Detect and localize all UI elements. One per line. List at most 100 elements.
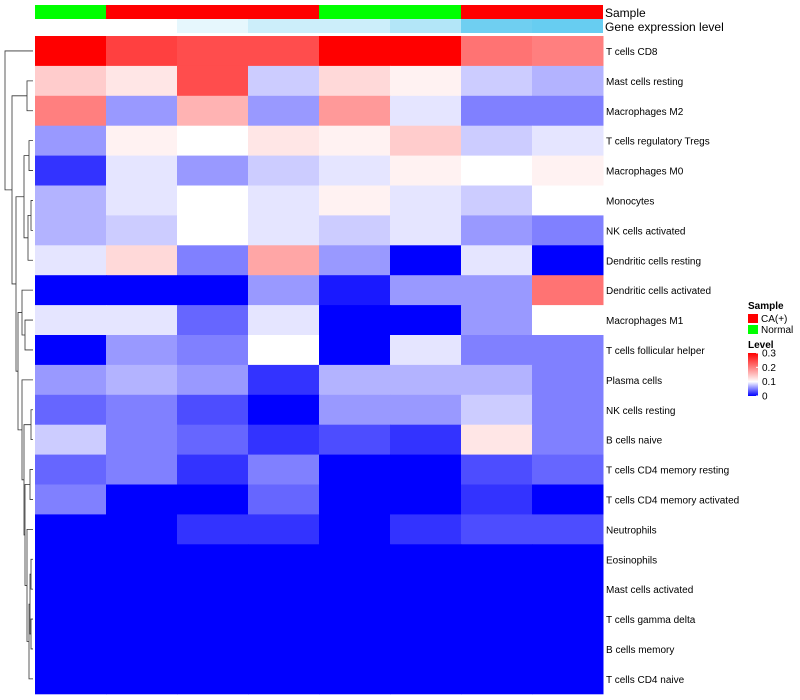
legend-label-normal: Normal: [761, 325, 793, 336]
sample-annot-cell: [532, 5, 603, 19]
heatmap-cell: [319, 36, 391, 67]
row-label: Macrophages M0: [606, 167, 684, 178]
heatmap-cell: [461, 245, 533, 276]
heatmap-cell: [35, 424, 107, 456]
heatmap-cell: [532, 36, 604, 67]
expression-annot-cell: [248, 19, 319, 33]
heatmap-cell: [319, 634, 391, 665]
heatmap-cell: [177, 185, 249, 216]
heatmap-cell: [106, 394, 178, 426]
heatmap-cell: [461, 155, 533, 186]
heatmap-cell: [177, 663, 249, 695]
heatmap-cell: [35, 454, 107, 485]
heatmap-cell: [248, 36, 320, 67]
sample-annot-cell: [390, 5, 461, 19]
heatmap-cell: [461, 394, 533, 426]
heatmap-cell: [35, 663, 107, 695]
heatmap-cell: [532, 185, 604, 216]
heatmap-cell: [319, 663, 391, 695]
heatmap-cell: [35, 275, 107, 306]
heatmap-cell: [319, 604, 391, 635]
row-label: Macrophages M1: [606, 316, 684, 327]
sample-annotation-label: Sample: [605, 6, 646, 20]
heatmap-cell: [461, 275, 533, 306]
row-labels: T cells CD8 Mast cells resting Macrophages…: [606, 47, 739, 686]
heatmap-cell: [461, 484, 533, 515]
heatmap-cell: [106, 95, 178, 127]
legend-label-ca: CA(+): [761, 314, 787, 325]
heatmap-cell: [319, 125, 391, 157]
heatmap-cell: [248, 364, 320, 396]
heatmap-cell: [532, 245, 604, 276]
dendrogram-branch: [30, 558, 33, 590]
heatmap-cell: [177, 155, 249, 186]
expression-annot-cell: [532, 19, 603, 33]
heatmap-cell: [532, 454, 604, 485]
dendrogram-branch: [27, 215, 33, 261]
dendrogram-branch: [4, 50, 33, 191]
heatmap-cell: [177, 454, 249, 485]
row-label: Eosinophils: [606, 555, 657, 566]
expression-annot-cell: [461, 19, 532, 33]
heatmap-cell: [248, 663, 320, 695]
heatmap-cell: [177, 604, 249, 635]
heatmap-cell: [106, 275, 178, 306]
heatmap-cell: [319, 275, 391, 306]
sample-annot-cell: [319, 5, 390, 19]
heatmap-cell: [319, 305, 391, 336]
heatmap-cell: [532, 394, 604, 426]
heatmap-cell: [461, 424, 533, 456]
heatmap-cell: [532, 155, 604, 186]
row-label: T cells gamma delta: [606, 615, 696, 626]
sample-annot-cell: [106, 5, 177, 19]
heatmap-cell: [35, 155, 107, 186]
row-label: B cells memory: [606, 645, 674, 656]
heatmap-cell: [319, 185, 391, 216]
heatmap-cell: [461, 65, 533, 97]
heatmap-cell: [390, 574, 462, 605]
dendrogram-branch: [29, 469, 33, 500]
row-label: Mast cells activated: [606, 585, 693, 596]
row-label: Plasma cells: [606, 376, 662, 387]
heatmap-cell: [532, 305, 604, 336]
heatmap-cell: [106, 364, 178, 396]
legend-swatch-ca: [748, 314, 758, 323]
heatmap-cell: [319, 155, 391, 186]
heatmap-cell: [532, 364, 604, 396]
heatmap-cell: [177, 245, 249, 276]
heatmap-cell: [35, 394, 107, 426]
expression-annotation-bar: [35, 19, 603, 33]
heatmap-cell: [390, 454, 462, 485]
heatmap-cell: [35, 574, 107, 605]
heatmap-cell: [390, 364, 462, 396]
row-dendrogram: [4, 50, 33, 680]
heatmap-cell: [248, 514, 320, 545]
row-label: T cells CD4 memory resting: [606, 466, 729, 477]
heatmap-cell: [106, 514, 178, 545]
heatmap-cell: [35, 604, 107, 635]
heatmap-cell: [177, 574, 249, 605]
heatmap-cell: [319, 424, 391, 456]
heatmap-cell: [248, 544, 320, 575]
heatmap-cell: [532, 125, 604, 157]
heatmap-cell: [106, 305, 178, 336]
heatmap-cell: [106, 424, 178, 456]
heatmap-cell: [106, 454, 178, 485]
dendrogram-branch: [30, 618, 33, 650]
row-label: T cells CD8: [606, 47, 658, 58]
heatmap-cell: [319, 454, 391, 485]
sample-annot-cell: [35, 5, 106, 19]
heatmap-cell: [461, 185, 533, 216]
legend-level-tick-label: 0.3: [762, 349, 776, 360]
heatmap-cell: [248, 305, 320, 336]
heatmap-cell: [532, 604, 604, 635]
heatmap-cell: [248, 245, 320, 276]
heatmap-cell: [390, 634, 462, 665]
heatmap-cell: [248, 454, 320, 485]
heatmap-cell: [461, 544, 533, 575]
heatmap-cell: [532, 65, 604, 97]
heatmap-cell: [35, 125, 107, 157]
row-label: T cells regulatory Tregs: [606, 137, 710, 148]
heatmap-cell: [35, 65, 107, 97]
heatmap-cell: [106, 65, 178, 97]
